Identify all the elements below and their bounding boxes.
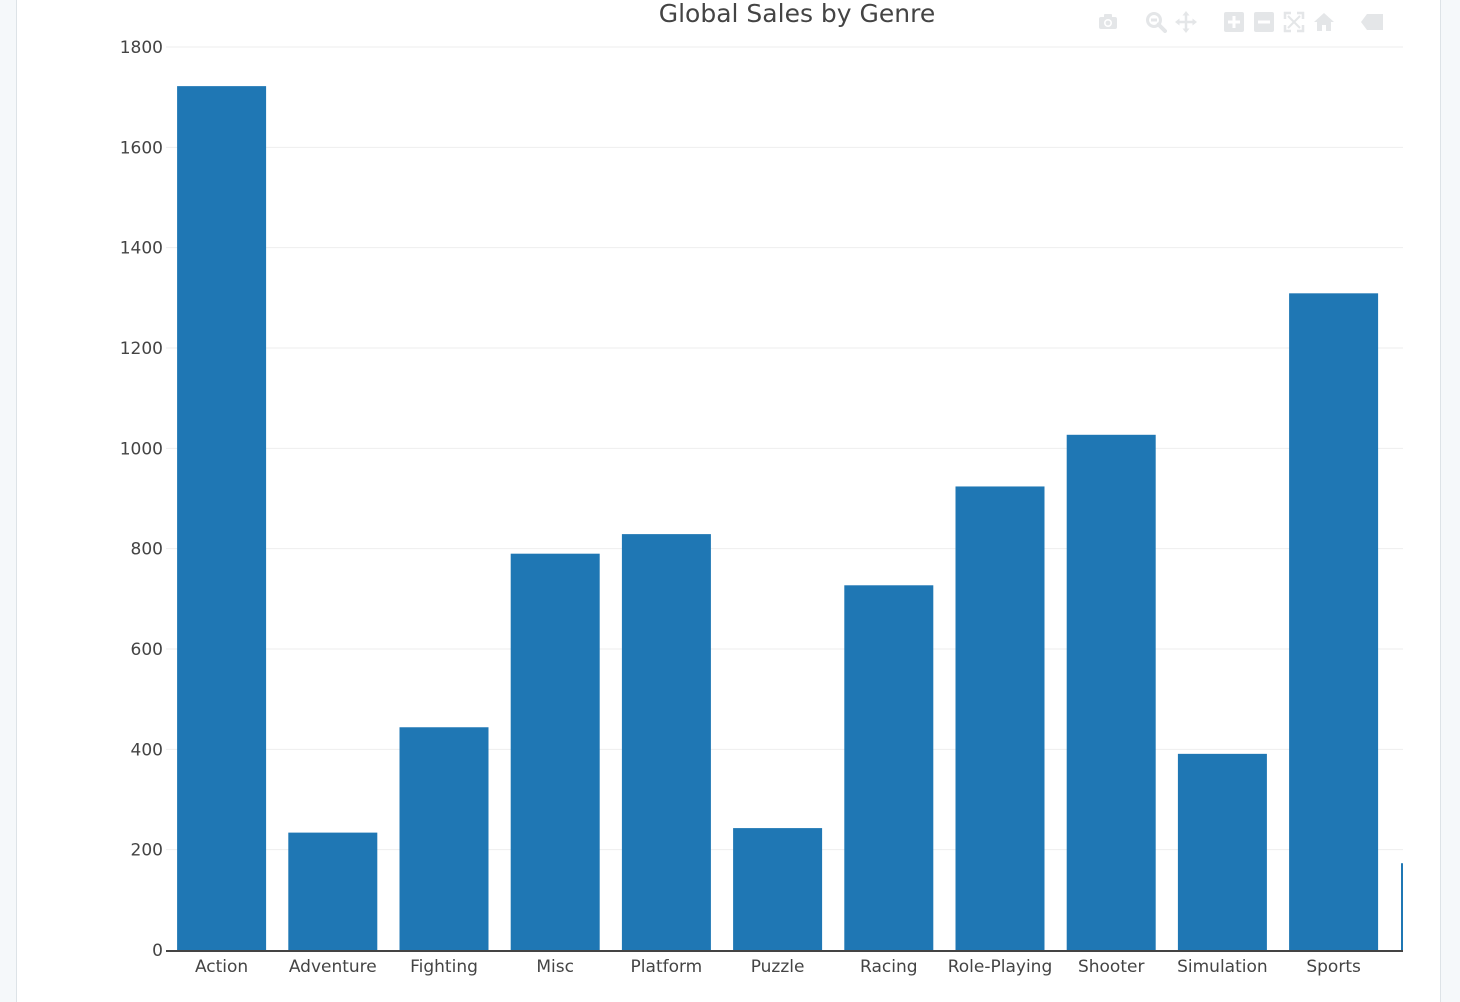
x-tick-label: Shooter bbox=[1078, 957, 1144, 977]
modebar-group bbox=[1357, 8, 1387, 36]
x-tick-label: Action bbox=[195, 957, 248, 977]
zoom-button[interactable] bbox=[1141, 8, 1171, 36]
bar-racing[interactable] bbox=[844, 585, 934, 950]
x-tick-label: Puzzle bbox=[751, 957, 805, 977]
bar-partial-offscreen bbox=[1401, 863, 1403, 950]
y-tick-label: 400 bbox=[131, 740, 163, 760]
bar-adventure[interactable] bbox=[288, 832, 378, 950]
bar-puzzle[interactable] bbox=[733, 828, 823, 950]
x-tick-label: Sports bbox=[1306, 957, 1361, 977]
modebar bbox=[1093, 8, 1405, 36]
bar-platform[interactable] bbox=[621, 534, 711, 950]
y-tick-label: 1600 bbox=[120, 138, 163, 158]
y-tick-label: 200 bbox=[131, 841, 163, 861]
chart-title: Global Sales by Genre bbox=[659, 0, 936, 28]
bars bbox=[177, 86, 1403, 950]
bar-shooter[interactable] bbox=[1066, 434, 1156, 950]
y-tick-label: 600 bbox=[131, 640, 163, 660]
x-tick-label: Platform bbox=[631, 957, 703, 977]
autoscale-icon bbox=[1283, 11, 1305, 33]
bar-simulation[interactable] bbox=[1177, 753, 1267, 950]
x-tick-label: Simulation bbox=[1177, 957, 1268, 977]
bar-fighting[interactable] bbox=[399, 727, 489, 950]
bar-role-playing[interactable] bbox=[955, 486, 1045, 950]
autoscale-button[interactable] bbox=[1279, 8, 1309, 36]
y-tick-label: 1800 bbox=[120, 38, 163, 58]
zoom-in-button[interactable] bbox=[1219, 8, 1249, 36]
bar-chart: Global Sales by Genre 0 200 400 600 800 1000 1… bbox=[120, 0, 1403, 977]
x-tick-label: Racing bbox=[860, 957, 918, 977]
x-tick-label: Fighting bbox=[410, 957, 478, 977]
modebar-group bbox=[1093, 8, 1123, 36]
reset-axes-button[interactable] bbox=[1309, 8, 1339, 36]
pan-button[interactable] bbox=[1171, 8, 1201, 36]
modebar-group bbox=[1141, 8, 1201, 36]
zoom-out-button[interactable] bbox=[1249, 8, 1279, 36]
bar-misc[interactable] bbox=[510, 553, 600, 950]
y-tick-label: 1200 bbox=[120, 339, 163, 359]
gridlines bbox=[166, 46, 1403, 851]
x-tick-label: Adventure bbox=[289, 957, 377, 977]
pan-icon bbox=[1175, 11, 1197, 33]
x-tick-label: Role-Playing bbox=[948, 957, 1053, 977]
camera-icon bbox=[1099, 14, 1117, 29]
modebar-group bbox=[1219, 8, 1339, 36]
zoom-out-icon bbox=[1254, 12, 1274, 32]
bar-sports[interactable] bbox=[1289, 293, 1379, 950]
x-axis-ticks: Action Adventure Fighting Misc Platform Puzzl… bbox=[195, 957, 1361, 977]
zoom-icon bbox=[1146, 12, 1167, 33]
y-tick-label: 0 bbox=[152, 941, 163, 961]
zoom-in-icon bbox=[1224, 12, 1244, 32]
y-tick-label: 1000 bbox=[120, 439, 163, 459]
y-axis-ticks: 0 200 400 600 800 1000 1200 1400 1600 1800 bbox=[120, 38, 163, 961]
chart-panel: Global Sales by Genre 0 200 400 600 800 1000 1… bbox=[16, 0, 1441, 1002]
y-tick-label: 1400 bbox=[120, 239, 163, 259]
camera-button[interactable] bbox=[1093, 8, 1123, 36]
reset-axes-icon bbox=[1314, 13, 1334, 31]
x-tick-label: Misc bbox=[536, 957, 574, 977]
tag-icon bbox=[1361, 14, 1383, 30]
y-tick-label: 800 bbox=[131, 540, 163, 560]
bar-action[interactable] bbox=[177, 86, 267, 950]
tag-button[interactable] bbox=[1357, 8, 1387, 36]
